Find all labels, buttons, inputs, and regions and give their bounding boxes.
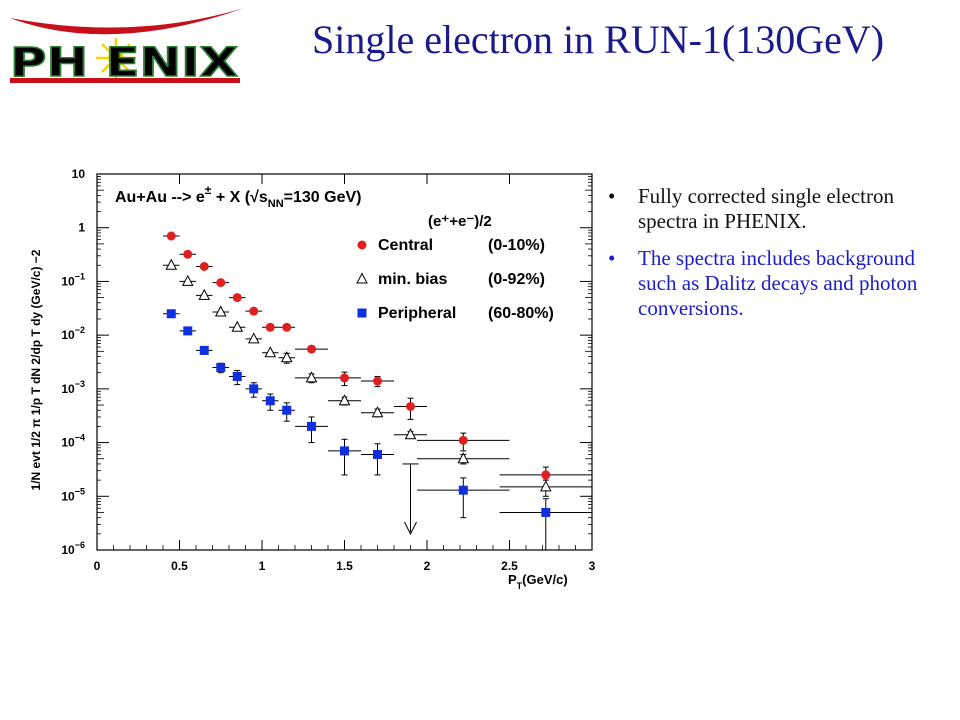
data-point [539,480,552,492]
data-point [232,371,242,381]
x-tick-label: 2.5 [501,559,518,573]
data-point [373,449,382,459]
data-point [199,345,209,355]
data-point [265,396,275,406]
data-point [373,376,382,386]
data-series [163,309,592,551]
data-point [457,452,470,464]
data-point [183,326,193,336]
y-tick-label: 10−3 [61,379,85,396]
data-point [282,322,292,332]
legend-label: min. bias [378,271,447,288]
data-point [183,249,193,259]
spectrum-chart: 0 0.5 1 1.5 2 2.5 3 10 1 10−1 10−2 10−3 10−4 10−5 10−6… [29,167,596,590]
data-point [232,293,242,303]
y-tick-label: 10−2 [61,325,85,342]
data-point [264,346,277,358]
data-point [541,470,551,480]
y-tick-label: 10 [72,167,86,181]
legend-title: (e⁺+e⁻)/2 [428,213,492,230]
data-point [406,401,415,411]
data-point [199,261,209,271]
upper-limit-arrowhead [404,521,417,536]
data-point [214,305,227,317]
y-tick-label: 10−1 [61,271,85,288]
data-point [231,320,244,332]
data-point [338,394,351,406]
chart-annotation: Au+Au --> e± + X (√sNN=130 GeV) [115,183,361,210]
logo-swoosh [10,8,244,35]
data-point [249,384,259,394]
data-point [340,446,349,456]
data-point [216,362,226,372]
x-tick-label: 1 [259,559,266,573]
data-point [198,288,211,300]
y-tick-label: 10−4 [61,433,85,450]
data-point [280,351,293,363]
logo-text: PH ENIX [10,40,238,86]
bullet-text: The spectra includes background such as … [638,246,918,320]
y-tick-label: 10−5 [61,486,85,503]
x-tick-label: 0.5 [171,559,188,573]
data-point [249,306,259,316]
bullet-marker: • [608,184,616,208]
data-point [340,373,349,383]
legend-range: (0-10%) [488,237,545,254]
chart-legend: (e⁺+e⁻)/2 Central (0-10%) min. bias (0-92%) P… [356,213,554,322]
bullet-text: Fully corrected single electron spectra … [638,184,894,233]
data-point [404,428,417,440]
x-tick-label: 2 [424,559,431,573]
legend-marker [356,272,368,284]
data-point [216,278,226,288]
y-axis-label: 1/N evt 1/2 π 1/p T dN 2/dp T dy (GeV/c)… [29,249,43,490]
legend-range: (60-80%) [488,305,554,322]
legend-marker [357,240,367,250]
legend-range: (0-92%) [488,271,545,288]
y-tick-label: 1 [78,221,85,235]
data-point [165,258,178,270]
slide-title: Single electron in RUN-1(130GeV) [312,17,885,62]
data-point [541,507,551,517]
data-point [307,344,316,354]
x-tick-label: 1.5 [336,559,353,573]
legend-marker [357,308,367,318]
data-point [265,322,275,332]
data-point [282,405,292,415]
bullet-item: • The spectra includes background such a… [600,246,945,321]
plot-frame [96,173,593,551]
data-point [458,435,468,445]
bullet-item: • Fully corrected single electron spectr… [600,184,945,234]
data-point [458,485,468,495]
data-point [307,421,316,431]
x-axis-label: PT(GeV/c) [508,572,568,590]
data-point [166,231,176,241]
x-tick-label: 0 [94,559,101,573]
logo-sun-icon [96,38,136,78]
data-series [163,258,592,497]
data-point [247,332,260,344]
data-point [371,406,384,418]
bullet-marker: • [608,246,616,270]
legend-label: Central [378,237,433,254]
logo-underline [10,78,240,83]
legend-label: Peripheral [378,305,456,322]
phenix-logo: PH ENIX [9,8,244,87]
data-point [305,371,318,383]
y-tick-label: 10−6 [61,540,85,557]
data-point [166,309,176,319]
bullet-list: • Fully corrected single electron spectr… [600,184,945,333]
data-point [181,274,194,286]
x-tick-label: 3 [589,559,596,573]
